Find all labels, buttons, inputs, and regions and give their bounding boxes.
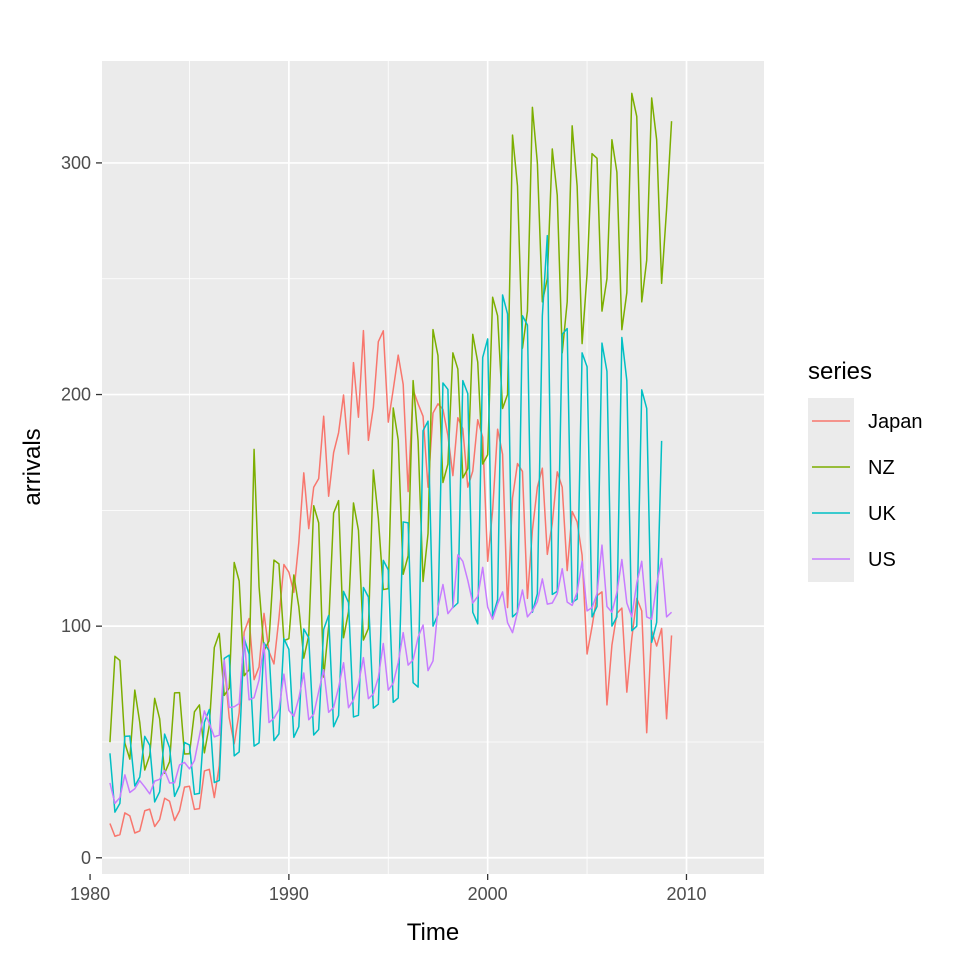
legend-label: UK	[868, 503, 896, 525]
y-tick-label: 300	[61, 153, 91, 173]
y-axis-title: arrivals	[19, 428, 46, 505]
legend-item-us: US	[808, 536, 896, 582]
x-tick-label: 1980	[70, 884, 110, 904]
plot-panel	[102, 61, 764, 874]
grid-major	[89, 61, 764, 874]
series-line-us	[109, 544, 673, 805]
series-lines	[109, 92, 673, 837]
grid-minor	[102, 61, 764, 874]
x-tick-label: 2000	[468, 884, 508, 904]
legend-label: NZ	[868, 457, 895, 479]
y-axis: 0 100 200 300	[61, 153, 102, 868]
y-tick-label: 0	[81, 848, 91, 868]
x-axis-title: Time	[407, 919, 459, 946]
x-axis: 1980 1990 2000 2010	[70, 874, 706, 904]
legend: series Japan NZ UK US	[808, 358, 923, 582]
legend-label: US	[868, 549, 896, 571]
legend-item-uk: UK	[808, 490, 896, 536]
y-tick-label: 200	[61, 385, 91, 405]
x-tick-label: 1990	[269, 884, 309, 904]
legend-items: Japan NZ UK US	[808, 398, 923, 582]
legend-label: Japan	[868, 411, 923, 433]
series-line-uk	[109, 234, 663, 813]
legend-item-japan: Japan	[808, 398, 923, 444]
x-tick-label: 2010	[666, 884, 706, 904]
legend-title: series	[808, 358, 872, 385]
legend-item-nz: NZ	[808, 444, 895, 490]
y-tick-label: 100	[61, 616, 91, 636]
